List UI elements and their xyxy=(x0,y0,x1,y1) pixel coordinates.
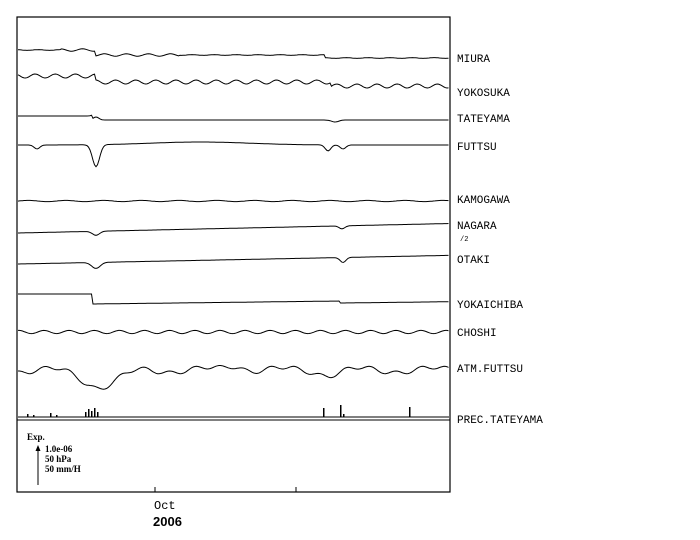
station-labels: MIURA YOKOSUKA TATEYAMA FUTTSU KAMOGAWA NAGAR… xyxy=(457,54,543,427)
scale-legend: Exp. 1.0e-06 50 hPa 50 mm/H xyxy=(27,432,81,485)
precip-bar-12 xyxy=(409,407,411,417)
x-tick-label-oct: Oct xyxy=(154,499,176,513)
station-label-futtsu: FUTTSU xyxy=(457,142,497,154)
station-label-yokaichiba: YOKAICHIBA xyxy=(457,300,523,312)
scale-legend-pressure: 50 hPa xyxy=(45,454,72,464)
station-label-tateyama: TATEYAMA xyxy=(457,114,510,126)
station-label-atm-futtsu: ATM.FUTTSU xyxy=(457,364,523,376)
trace-choshi xyxy=(18,329,449,335)
trace-miura xyxy=(17,48,449,59)
station-label-otaki: OTAKI xyxy=(457,255,490,267)
precip-bar-0 xyxy=(27,414,29,417)
station-label-choshi: CHOSHI xyxy=(457,328,497,340)
plot-frame xyxy=(16,16,451,493)
station-label-miura: MIURA xyxy=(457,54,490,66)
x-axis: Oct 2006 xyxy=(153,487,297,529)
trace-tateyama xyxy=(18,114,449,123)
precip-bar-2 xyxy=(50,413,52,417)
station-label-nagara: NAGARA xyxy=(457,221,497,233)
trace-atm-futtsu xyxy=(18,365,449,390)
trace-yokosuka xyxy=(17,73,449,89)
x-year-label: 2006 xyxy=(153,514,182,529)
precip-bar-4 xyxy=(85,412,87,417)
station-note-nagara: /2 xyxy=(460,236,468,244)
station-label-kamogawa: KAMOGAWA xyxy=(457,195,510,207)
station-label-yokosuka: YOKOSUKA xyxy=(457,88,510,100)
precip-bar-10 xyxy=(340,405,342,417)
station-traces xyxy=(17,48,449,418)
scale-legend-strain: 1.0e-06 xyxy=(45,444,73,454)
precip-bar-11 xyxy=(343,414,345,417)
precip-bar-3 xyxy=(56,415,58,417)
trace-nagara xyxy=(18,223,449,236)
station-label-prec-tateyama: PREC.TATEYAMA xyxy=(457,415,543,427)
trace-futtsu xyxy=(18,141,449,168)
precip-bar-8 xyxy=(97,412,99,417)
scale-legend-title: Exp. xyxy=(27,432,45,442)
scale-arrow-icon xyxy=(35,445,41,451)
precip-bar-9 xyxy=(323,408,325,417)
trace-yokaichiba xyxy=(18,293,449,305)
precip-bar-6 xyxy=(91,411,93,417)
scale-legend-precip: 50 mm/H xyxy=(45,464,81,474)
trace-otaki xyxy=(18,254,449,269)
trace-kamogawa xyxy=(17,199,449,203)
precip-bar-7 xyxy=(94,408,96,417)
precip-bar-5 xyxy=(88,409,90,417)
precip-bar-1 xyxy=(33,415,35,417)
